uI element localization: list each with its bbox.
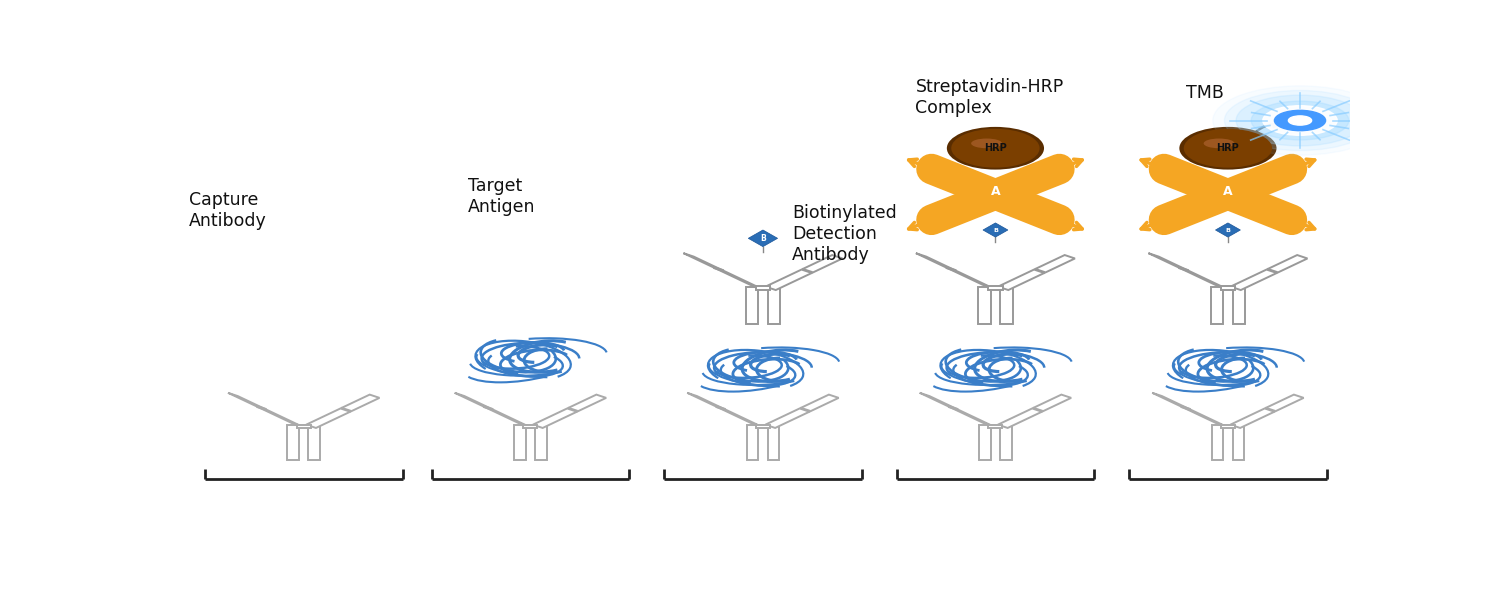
Circle shape <box>1275 110 1326 131</box>
Ellipse shape <box>1179 127 1276 170</box>
Polygon shape <box>1230 395 1304 428</box>
Ellipse shape <box>1184 129 1272 167</box>
Text: B: B <box>1226 227 1230 233</box>
Polygon shape <box>1149 253 1226 288</box>
Text: TMB: TMB <box>1185 84 1224 102</box>
Text: Biotinylated
Detection
Antibody: Biotinylated Detection Antibody <box>792 204 897 263</box>
Polygon shape <box>228 393 302 426</box>
Polygon shape <box>1152 393 1226 426</box>
Bar <box>536 425 546 460</box>
Bar <box>988 425 1002 428</box>
Polygon shape <box>765 255 843 290</box>
Bar <box>1233 287 1245 324</box>
Polygon shape <box>306 395 380 428</box>
Circle shape <box>1251 101 1348 140</box>
Bar <box>1233 425 1244 460</box>
Circle shape <box>1224 91 1376 151</box>
Polygon shape <box>916 253 993 288</box>
Polygon shape <box>454 393 528 426</box>
Polygon shape <box>684 253 760 288</box>
Ellipse shape <box>1203 139 1234 148</box>
Text: Capture
Antibody: Capture Antibody <box>189 191 267 230</box>
Text: HRP: HRP <box>984 143 1006 153</box>
Bar <box>297 425 310 428</box>
Polygon shape <box>748 230 777 247</box>
Circle shape <box>1236 95 1364 146</box>
Bar <box>1000 287 1012 324</box>
Bar <box>524 425 537 428</box>
Bar <box>1221 425 1234 428</box>
Text: B: B <box>760 234 766 243</box>
Bar <box>746 287 758 324</box>
Polygon shape <box>982 223 1008 237</box>
Circle shape <box>1214 86 1388 155</box>
Bar <box>1221 286 1236 290</box>
Text: B: B <box>993 227 998 233</box>
Ellipse shape <box>970 139 1002 148</box>
Polygon shape <box>998 395 1071 428</box>
Bar <box>978 287 990 324</box>
Bar <box>514 425 526 460</box>
Polygon shape <box>687 393 760 426</box>
Text: A: A <box>990 185 1000 199</box>
Text: A: A <box>1222 185 1233 199</box>
Bar <box>756 425 770 428</box>
Polygon shape <box>998 255 1076 290</box>
Bar <box>309 425 320 460</box>
Bar <box>980 425 992 460</box>
Bar <box>756 286 771 290</box>
Bar <box>1212 425 1224 460</box>
Bar <box>288 425 298 460</box>
Polygon shape <box>532 395 606 428</box>
Ellipse shape <box>951 129 1040 167</box>
Bar <box>1210 287 1222 324</box>
Polygon shape <box>1230 255 1308 290</box>
Text: HRP: HRP <box>1216 143 1239 153</box>
Polygon shape <box>920 393 993 426</box>
Ellipse shape <box>946 127 1044 170</box>
Polygon shape <box>765 395 839 428</box>
Bar <box>768 287 780 324</box>
Polygon shape <box>1215 223 1240 237</box>
Text: Target
Antigen: Target Antigen <box>468 178 536 216</box>
Circle shape <box>1288 116 1311 125</box>
Circle shape <box>1263 106 1336 135</box>
Bar <box>988 286 1004 290</box>
Text: Streptavidin-HRP
Complex: Streptavidin-HRP Complex <box>915 78 1064 117</box>
Bar <box>1000 425 1011 460</box>
Bar <box>768 425 778 460</box>
Bar <box>747 425 759 460</box>
